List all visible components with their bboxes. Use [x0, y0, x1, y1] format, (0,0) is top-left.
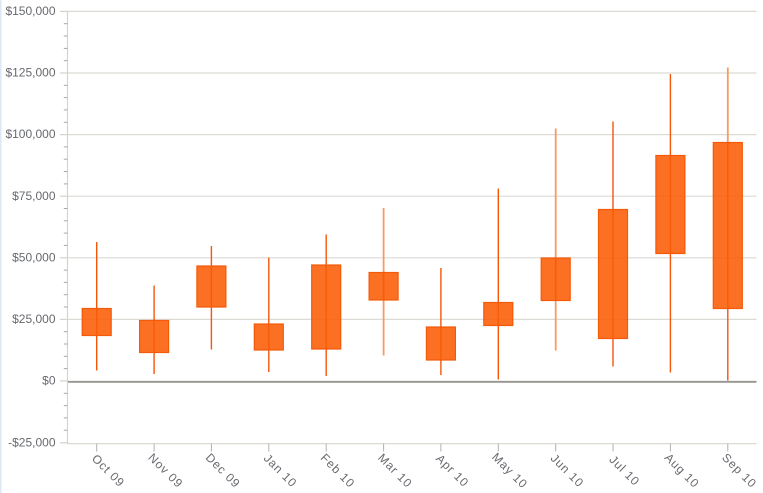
- svg-text:$75,000: $75,000: [12, 189, 56, 203]
- svg-text:$0: $0: [42, 374, 56, 388]
- svg-text:-$25,000: -$25,000: [8, 435, 56, 449]
- svg-text:$100,000: $100,000: [5, 127, 55, 141]
- svg-text:$125,000: $125,000: [5, 66, 55, 80]
- svg-text:$150,000: $150,000: [5, 4, 55, 18]
- svg-text:$25,000: $25,000: [12, 312, 56, 326]
- svg-text:$50,000: $50,000: [12, 250, 56, 264]
